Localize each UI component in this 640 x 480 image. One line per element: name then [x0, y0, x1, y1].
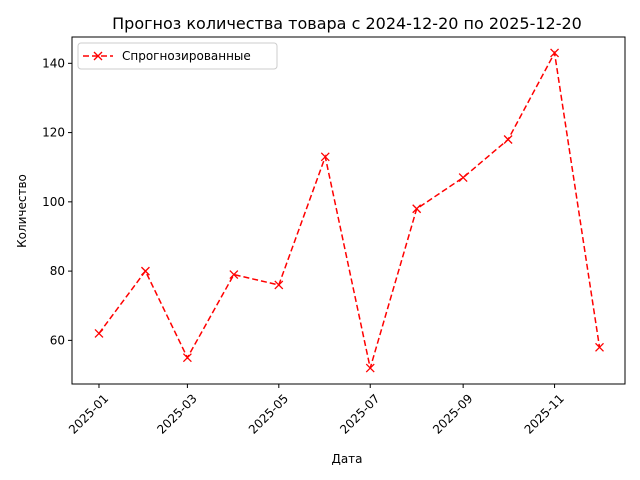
data-point-marker	[550, 48, 560, 58]
data-point-marker	[458, 173, 468, 183]
data-point-marker	[595, 342, 604, 352]
x-tick-label: 2025-09	[430, 391, 475, 436]
data-point-marker	[503, 135, 513, 144]
series-layer	[94, 48, 604, 373]
data-point-marker	[182, 353, 192, 363]
legend: Спрогнозированные	[77, 42, 278, 70]
y-tick-label: 60	[50, 333, 65, 347]
data-point-marker	[94, 328, 104, 338]
y-axis: 60 80 100 120 140	[42, 56, 72, 347]
chart-title: Прогноз количества товара с 2024-12-20 п…	[112, 14, 582, 33]
x-tick-label: 2025-01	[66, 391, 111, 436]
y-tick-label: 80	[50, 264, 65, 278]
legend-box	[77, 42, 278, 70]
data-point-marker	[274, 280, 284, 290]
y-tick-label: 120	[42, 126, 65, 140]
y-axis-label: Количество	[15, 174, 29, 248]
x-tick-label: 2025-11	[522, 391, 567, 436]
plot-frame	[71, 36, 626, 385]
x-tick-label: 2025-03	[154, 391, 199, 436]
data-point-marker	[320, 152, 330, 162]
x-axis: 2025-01 2025-03 2025-05 2025-07 2025-09 2025-…	[66, 384, 567, 437]
x-tick-label: 2025-07	[337, 391, 382, 436]
data-point-marker	[229, 270, 239, 280]
legend-entry-label: Спрогнозированные	[122, 49, 251, 63]
legend-marker-icon	[93, 51, 103, 61]
y-tick-label: 100	[42, 195, 65, 209]
data-point-marker	[412, 204, 422, 214]
series-line	[98, 50, 601, 369]
y-tick-label: 140	[42, 56, 65, 70]
data-point-marker	[365, 363, 375, 373]
x-tick-label: 2025-05	[246, 391, 291, 436]
data-point-marker	[140, 266, 150, 276]
x-axis-label: Дата	[331, 452, 362, 466]
